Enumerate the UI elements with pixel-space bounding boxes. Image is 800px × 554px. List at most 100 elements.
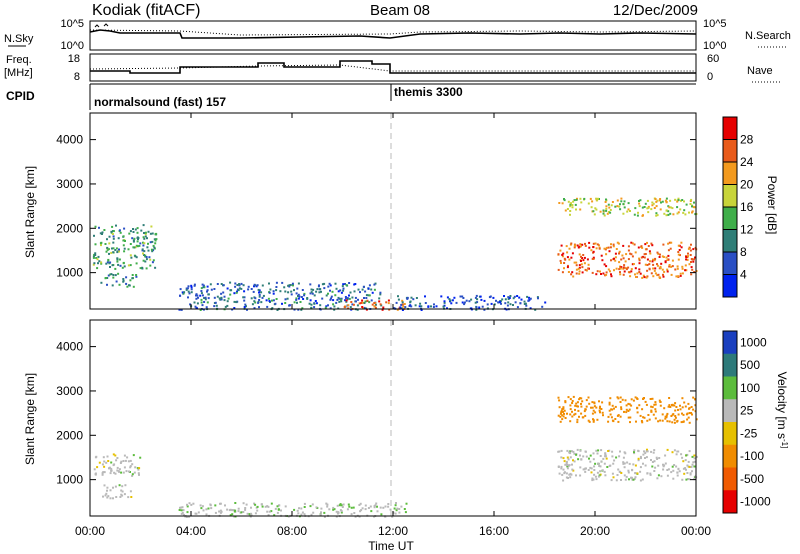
range-cell: [200, 287, 203, 290]
range-cell: [314, 300, 317, 302]
range-cell: [564, 209, 567, 212]
range-cell: [523, 303, 526, 305]
range-cell: [692, 461, 695, 464]
range-cell: [611, 201, 614, 203]
range-cell: [492, 296, 495, 299]
range-cell: [590, 206, 593, 209]
range-cell: [651, 260, 654, 263]
range-cell: [676, 471, 679, 474]
range-cell: [629, 210, 631, 212]
range-cell: [338, 300, 341, 303]
range-cell: [220, 296, 223, 299]
range-cell: [197, 296, 199, 299]
range-cell: [108, 467, 110, 470]
range-cell: [388, 308, 391, 311]
range-cell: [111, 247, 113, 250]
colorbar-segment: [723, 162, 737, 185]
range-cell: [684, 269, 687, 272]
range-cell: [113, 471, 116, 474]
range-cell: [373, 288, 376, 291]
range-cell: [346, 298, 349, 301]
range-cell: [124, 484, 127, 487]
range-cell: [605, 273, 608, 276]
range-cell: [674, 198, 677, 201]
range-cell: [154, 242, 157, 245]
range-cell: [583, 197, 586, 200]
range-cell: [664, 199, 667, 202]
x-tick-label: 16:00: [479, 524, 509, 538]
range-cell: [565, 462, 568, 464]
velocity-scatter: [93, 395, 698, 518]
range-cell: [257, 288, 260, 291]
range-cell: [657, 420, 660, 423]
range-cell: [373, 506, 376, 509]
range-cell: [361, 306, 364, 308]
range-cell: [566, 251, 569, 254]
range-cell: [432, 306, 435, 308]
range-cell: [219, 502, 222, 505]
range-cell: [268, 291, 271, 294]
range-cell: [677, 468, 680, 471]
range-cell: [290, 290, 293, 293]
range-cell: [623, 264, 626, 267]
freq-label-2: [MHz]: [4, 67, 33, 79]
range-cell: [647, 414, 650, 416]
range-cell: [679, 272, 682, 275]
range-cell: [155, 238, 158, 241]
range-cell: [253, 300, 256, 303]
range-cell: [379, 291, 382, 294]
range-cell: [205, 513, 208, 516]
range-cell: [576, 244, 579, 247]
range-cell: [636, 411, 639, 414]
range-cell: [595, 449, 598, 452]
range-cell: [617, 397, 620, 400]
range-cell: [310, 303, 313, 306]
range-cell: [410, 305, 413, 308]
range-cell: [311, 292, 314, 295]
range-cell: [644, 243, 647, 246]
range-cell: [296, 287, 299, 290]
range-cell: [149, 232, 152, 235]
range-cell: [620, 408, 623, 411]
range-cell: [226, 300, 229, 303]
range-cell: [302, 298, 305, 300]
range-cell: [420, 309, 423, 311]
range-cell: [272, 290, 275, 293]
range-cell: [558, 399, 561, 402]
range-cell: [567, 271, 570, 273]
range-cell: [301, 511, 304, 514]
range-cell: [646, 199, 649, 202]
range-cell: [671, 465, 674, 468]
range-cell: [560, 465, 563, 468]
range-cell: [592, 242, 595, 245]
range-cell: [561, 255, 564, 258]
range-cell: [587, 469, 590, 471]
range-cell: [480, 298, 483, 301]
range-cell: [681, 199, 684, 201]
range-cell: [354, 296, 357, 299]
range-cell: [361, 299, 364, 302]
range-cell: [123, 454, 126, 457]
range-cell: [393, 507, 396, 510]
range-cell: [623, 474, 626, 477]
range-cell: [268, 282, 270, 285]
range-cell: [271, 299, 273, 302]
range-cell: [356, 308, 359, 311]
range-cell: [644, 253, 647, 255]
range-cell: [280, 509, 282, 512]
range-cell: [636, 398, 639, 400]
range-cell: [265, 299, 268, 302]
range-cell: [364, 300, 367, 303]
range-cell: [266, 510, 269, 513]
range-cell: [512, 297, 515, 300]
range-cell: [365, 294, 368, 297]
range-cell: [222, 284, 225, 287]
x-tick-label: 00:00: [75, 524, 105, 538]
range-cell: [106, 246, 109, 249]
range-cell: [663, 212, 666, 215]
range-cell: [140, 229, 143, 232]
range-cell: [633, 477, 636, 480]
range-cell: [600, 254, 603, 257]
range-cell: [608, 409, 611, 412]
range-cell: [691, 455, 694, 458]
